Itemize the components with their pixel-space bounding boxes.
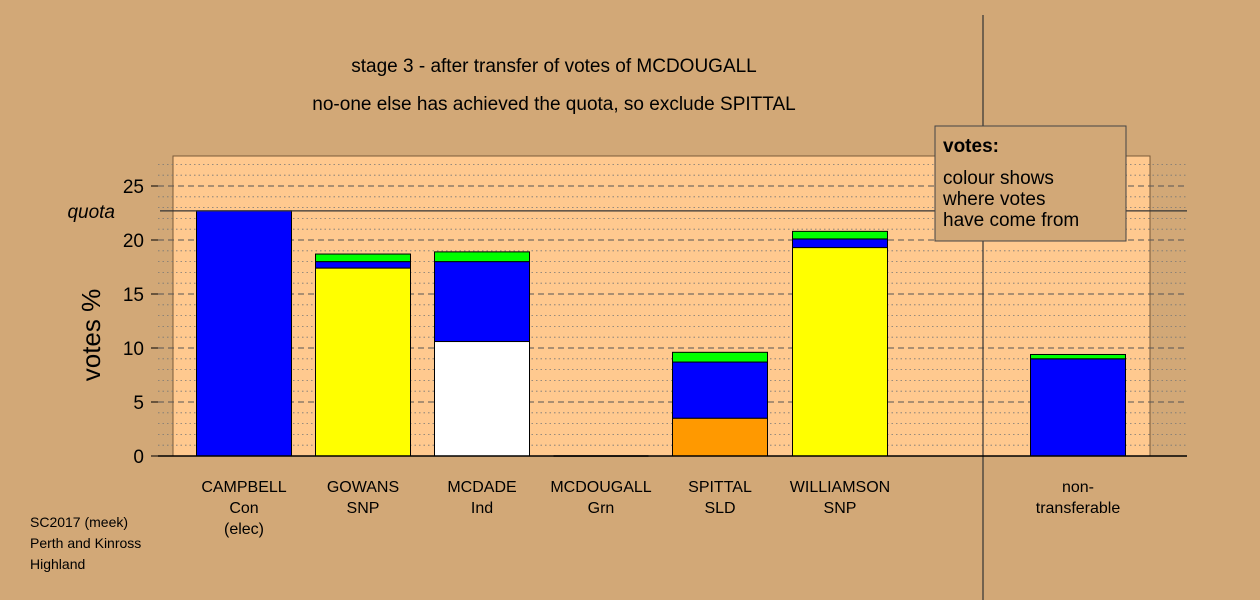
y-tick-label: 0 (133, 447, 144, 468)
legend-title: votes: (943, 136, 999, 157)
bar-segment-mcdade (434, 341, 530, 457)
footnote: SC2017 (meek) Perth and Kinross Highland (30, 514, 141, 572)
bar-segment-spittal (672, 417, 768, 457)
bar-segment-gowans (315, 261, 411, 269)
bar-segment-gowans (315, 253, 411, 263)
y-axis: 0 5 10 15 20 25 (123, 177, 158, 468)
y-tick-label: 15 (123, 285, 144, 306)
nontransferable-label: non- (1062, 479, 1094, 496)
candidate-name: GOWANS (327, 479, 399, 496)
y-tick-label: 20 (123, 231, 144, 252)
y-tick-label: 5 (133, 393, 144, 414)
chart-subtitle: no-one else has achieved the quota, so e… (312, 94, 795, 115)
bar-segment-williamson (792, 247, 888, 457)
legend: votes: colour shows where votes have com… (934, 125, 1127, 242)
y-axis-label: votes % (76, 289, 106, 382)
bars (196, 210, 1126, 457)
bar-segment-spittal (672, 361, 768, 419)
candidate-party: SNP (824, 500, 857, 517)
y-tick-label: 25 (123, 177, 144, 198)
bar-segment-nontransferable (1030, 358, 1126, 457)
candidate-party: SLD (704, 500, 735, 517)
legend-box (934, 125, 1127, 242)
legend-line: have come from (943, 210, 1079, 231)
bar-segment-mcdade (434, 251, 530, 263)
footnote-line: SC2017 (meek) (30, 514, 128, 530)
candidate-name: MCDOUGALL (550, 479, 651, 496)
footnote-line: Perth and Kinross (30, 535, 141, 551)
bar-segment-williamson (792, 230, 888, 240)
category-labels: CAMPBELL Con (elec) GOWANS SNP MCDADE Ind MCDOU… (201, 479, 1120, 538)
candidate-name: CAMPBELL (201, 479, 286, 496)
candidate-name: SPITTAL (688, 479, 752, 496)
chart-title: stage 3 - after transfer of votes of MCD… (351, 56, 757, 77)
bar-segment-nontransferable (1030, 353, 1126, 360)
candidate-name: MCDADE (447, 479, 516, 496)
legend-line: colour shows (943, 168, 1054, 189)
candidate-party: Grn (588, 500, 615, 517)
bar-segment-spittal (672, 351, 768, 363)
footnote-line: Highland (30, 556, 85, 572)
y-tick-label: 10 (123, 339, 144, 360)
bar-segment-mcdade (434, 261, 530, 343)
nontransferable-label: transferable (1036, 500, 1121, 517)
quota-label: quota (67, 202, 115, 223)
legend-line: where votes (942, 189, 1045, 210)
bar-segment-gowans (315, 267, 411, 457)
bar-segment-williamson (792, 238, 888, 249)
bar-segment-campbell (196, 210, 292, 457)
candidate-name: WILLIAMSON (790, 479, 890, 496)
candidate-party: SNP (347, 500, 380, 517)
candidate-party: Con (229, 500, 258, 517)
candidate-note: (elec) (224, 521, 264, 538)
candidate-party: Ind (471, 500, 493, 517)
